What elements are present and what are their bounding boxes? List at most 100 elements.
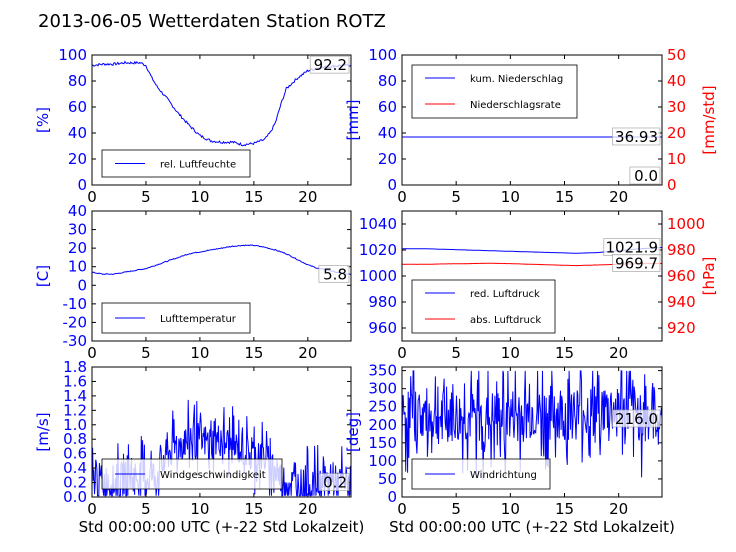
y2-tick-label: 20 [667,124,686,142]
x-tick-label: 5 [141,188,151,206]
series-line-humidity-0 [92,60,351,147]
y-tick-label: 60 [68,98,87,116]
legend-entry: rel. Luftfeuchte [160,160,236,171]
x-tick-label: 20 [298,188,317,206]
last-value-label: 1021.9 [606,239,659,257]
y-tick-label: 1.0 [63,416,87,434]
y-tick-label: -20 [63,313,88,331]
y-axis-label: [%] [34,107,52,133]
x-tick-label: 10 [501,500,520,518]
y-tick-label: 20 [68,239,87,257]
figure-title: 2013-06-05 Wetterdaten Station ROTZ [38,11,386,32]
x-tick-label: 10 [190,344,209,362]
y2-tick-label: 980 [667,241,696,259]
x-tick-label: 15 [555,188,574,206]
y2-tick-label: 40 [667,72,686,90]
y-tick-label: 0.8 [63,430,87,448]
y2-tick-label: 50 [667,46,686,64]
y2-tick-label: 30 [667,98,686,116]
y-tick-label: 20 [68,150,87,168]
x-tick-label: 5 [451,188,461,206]
plot-frame-direction [401,366,663,498]
last-value-label-box [318,473,350,491]
y-tick-label: 100 [368,452,397,470]
x-tick-label: 0 [87,188,97,206]
y-tick-label: 300 [368,380,397,398]
y-tick-label: 20 [378,150,397,168]
legend-entry: kum. Niederschlag [470,74,563,85]
y-tick-label: 40 [68,124,87,142]
legend-entry: red. Luftdruck [470,289,540,300]
y2-tick-label: 960 [667,267,696,285]
y-axis-label: [m/s] [34,412,52,451]
plot-frame-temperature [91,210,352,342]
y2-axis-label: [mm/std] [700,85,718,154]
legend-humidity: rel. Luftfeuchte [101,149,251,178]
last-value-label-box [612,127,661,146]
chart-panel-pressure: 0 5 10 15 20 960 980 1000 1020 1040 920 940 960 980 10… [359,210,718,362]
legend-entry: Windrichtung [470,470,537,481]
y-tick-label: 1020 [359,241,397,259]
x-tick-label: 10 [190,188,209,206]
chart-panel-rain: 0 5 10 15 20 0 20 40 60 80 100 0 10 20 30 40 50 [mm/std] [… [344,46,718,206]
x-tick-label: 20 [609,188,628,206]
legend-entry: Niederschlagsrate [470,100,561,111]
x-tick-label: 5 [451,500,461,518]
y-tick-label: 350 [368,362,397,380]
y-tick-label: 0.6 [63,445,87,463]
legend-entry: Lufttemperatur [160,314,237,325]
y-tick-label: 0.4 [63,459,87,477]
last-value-label: 0.2 [323,474,347,492]
last-value-label-2: 969.7 [615,254,658,272]
y2-tick-label: 920 [667,319,696,337]
y-tick-label: 100 [368,46,397,64]
y-axis-label: [deg] [344,412,362,452]
x-tick-label: 0 [397,344,407,362]
plot-frame-wind [91,366,352,498]
y-tick-label: 0 [77,176,87,194]
y-tick-label: 40 [68,202,87,220]
last-value-label: 216.0 [615,410,658,428]
y-tick-label: 10 [68,258,87,276]
y-tick-label: 0 [77,276,87,294]
y-tick-label: 80 [378,72,397,90]
chart-panel-humidity: 0 5 10 15 20 0 20 40 60 80 100 [%] 92.2 rel. Luftfeuc… [34,46,352,206]
y-tick-label: 0 [387,488,397,506]
last-value-label-2-box [612,254,661,272]
x-tick-label: 5 [141,344,151,362]
x-tick-label: 15 [555,500,574,518]
y-tick-label: 1.4 [63,387,87,405]
y-tick-label: 200 [368,416,397,434]
x-tick-label: 0 [87,500,97,518]
x-tick-label: 20 [298,344,317,362]
y-tick-label: 960 [368,319,397,337]
y-tick-label: 50 [378,470,397,488]
y-tick-label: 0 [387,176,397,194]
last-value-label: 5.8 [323,266,347,284]
y2-tick-label: 940 [667,293,696,311]
series-line-temperature-0 [92,244,351,276]
x-tick-label: 15 [555,344,574,362]
y-tick-label: 1.2 [63,401,87,419]
legend-frame [411,64,578,119]
legend-rain: kum. Niederschlag Niederschlagsrate [411,64,578,119]
x-tick-label: 20 [609,344,628,362]
x-tick-label: 0 [397,500,407,518]
y-tick-label: 1040 [359,215,397,233]
y-tick-label: 100 [58,46,87,64]
y-tick-label: -10 [63,295,88,313]
last-value-label: 92.2 [314,56,347,74]
y-tick-label: -30 [63,332,88,350]
last-value-label-box [612,409,661,428]
x-tick-label: 10 [190,500,209,518]
x-tick-label: 15 [244,188,263,206]
x-tick-label: 5 [451,344,461,362]
x-tick-label: 5 [141,500,151,518]
legend-frame [411,279,556,334]
y2-tick-label: 0 [667,176,677,194]
series-line-direction-0 [402,370,662,481]
last-value-label: 36.93 [615,128,658,146]
y-tick-label: 250 [368,398,397,416]
